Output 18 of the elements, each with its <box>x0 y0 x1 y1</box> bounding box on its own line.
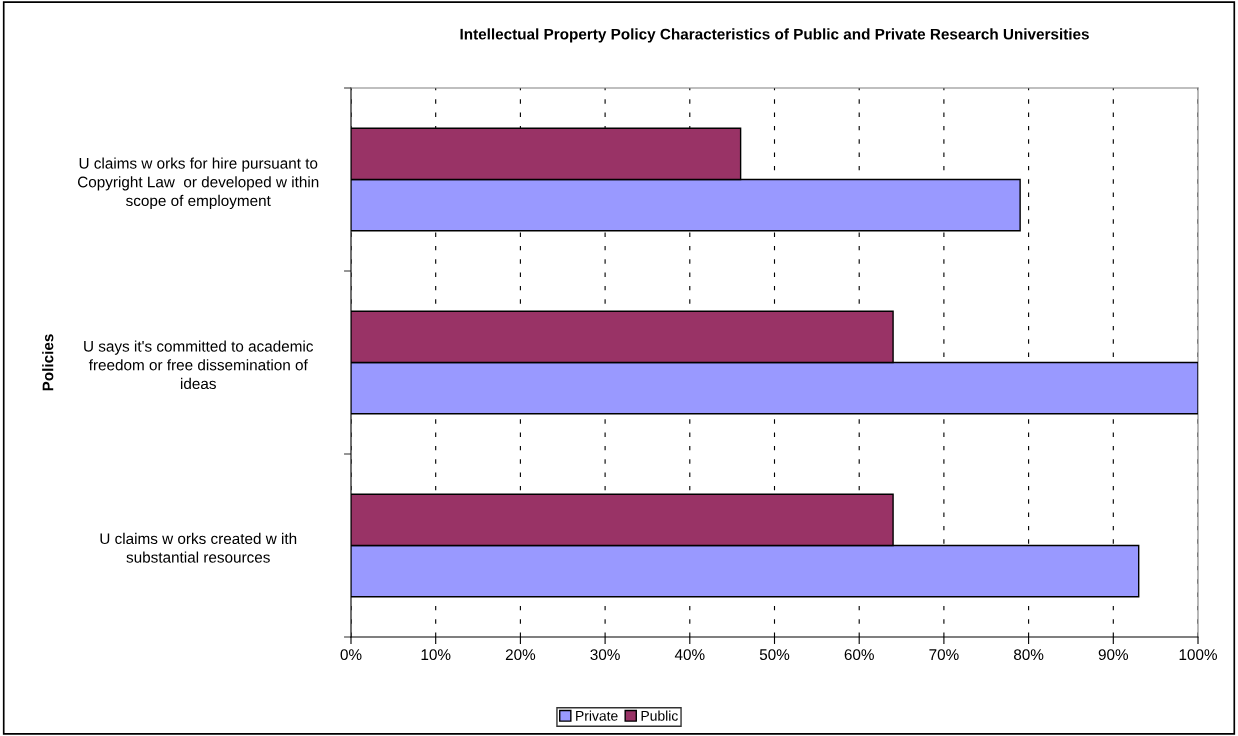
legend-label: Private <box>576 710 618 721</box>
y-axis-title: Policies <box>42 334 54 391</box>
x-tick-label: 10% <box>421 649 451 661</box>
legend-label: Public <box>641 710 678 721</box>
x-tick-label: 0% <box>340 649 362 661</box>
y-tick-label: U claims w orks created w ith substantial resources <box>100 532 297 563</box>
y-tick-label: U says it's committed to academic freedom or free dissemination of ideas <box>84 340 314 390</box>
x-tick-label: 50% <box>759 649 790 661</box>
y-tick-label: U claims w orks for hire pursuant to Copyright Law or developed w ithin scope of employment <box>77 157 319 210</box>
chart-title: Intellectual Property Policy Characteristics of Public and Private Research Universities <box>460 28 1089 43</box>
x-tick-label: 80% <box>1013 649 1044 661</box>
x-tick-label: 90% <box>1098 649 1129 661</box>
x-tick-label: 70% <box>929 649 959 661</box>
x-tick-label: 100% <box>1179 649 1217 661</box>
x-tick-label: 20% <box>505 649 536 661</box>
x-tick-label: 60% <box>844 649 874 661</box>
x-tick-label: 40% <box>674 649 705 661</box>
x-tick-label: 30% <box>590 649 620 661</box>
